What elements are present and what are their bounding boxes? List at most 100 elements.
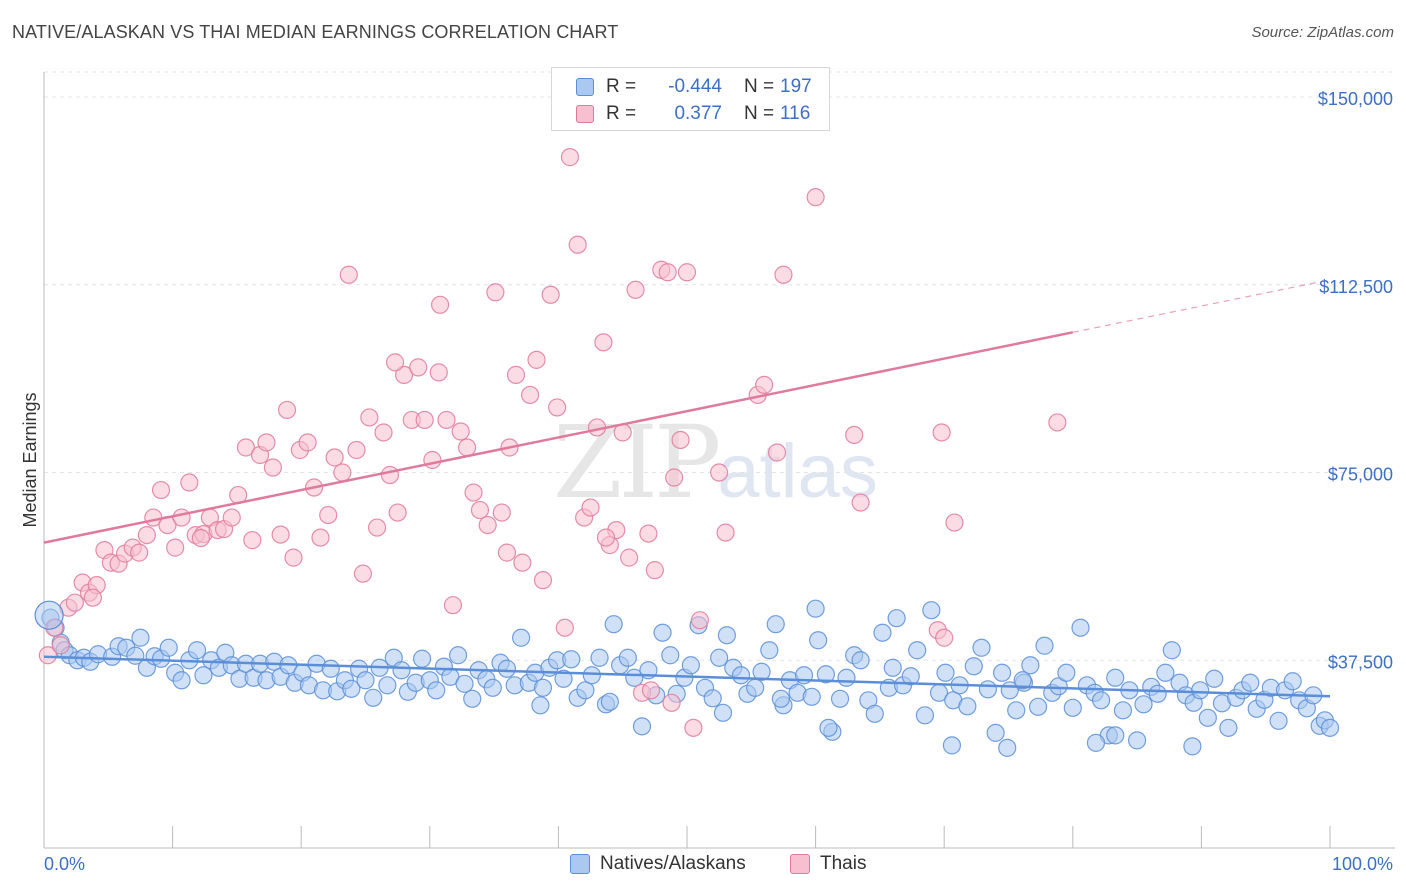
point-natives (1320, 718, 1340, 737)
point-thais (243, 531, 262, 550)
legend-swatch-natives (576, 78, 594, 96)
point-natives (713, 703, 733, 722)
point-natives (809, 631, 828, 650)
trend-thais-extrapolated (1072, 279, 1331, 333)
point-natives (378, 676, 397, 695)
point-natives (131, 628, 150, 647)
point-thais (671, 430, 690, 450)
point-thais (935, 628, 954, 647)
r-label: R = (606, 103, 637, 124)
legend-row-natives: R = -0.444 N = 197 (576, 74, 812, 100)
point-thais (457, 438, 477, 457)
point-thais (367, 518, 387, 537)
point-natives (752, 662, 771, 681)
point-natives (998, 738, 1017, 757)
point-natives (463, 689, 482, 708)
point-natives (865, 704, 884, 723)
point-thais (83, 588, 102, 607)
point-thais (191, 529, 210, 548)
y-tick-label: $37,500 (1328, 652, 1393, 672)
point-natives (1106, 726, 1125, 745)
point-natives (1269, 711, 1288, 730)
gridlines (44, 71, 1395, 661)
point-thais (1048, 413, 1067, 432)
point-thais (464, 483, 483, 502)
n-label: N = (744, 103, 775, 124)
point-thais (533, 571, 553, 590)
point-thais (594, 333, 613, 352)
point-thais (437, 410, 456, 430)
point-thais (806, 188, 825, 207)
point-natives (806, 599, 825, 618)
point-natives (1035, 636, 1054, 655)
point-thais (277, 400, 297, 420)
point-thais (767, 443, 787, 462)
point-thais (222, 508, 241, 527)
series-legend-thais[interactable]: Thais (790, 852, 866, 876)
trend-natives (43, 655, 1331, 698)
point-natives (172, 671, 191, 690)
point-thais (851, 493, 870, 512)
point-natives (1198, 708, 1217, 727)
point-thais (385, 353, 405, 372)
legend-swatch-natives (570, 854, 590, 874)
point-natives (942, 736, 962, 755)
point-natives (1091, 691, 1111, 710)
point-thais (581, 498, 600, 517)
point-natives (1028, 697, 1048, 716)
point-thais (451, 422, 470, 441)
point-thais (486, 283, 505, 302)
legend-label-natives: Natives/Alaskans (600, 853, 746, 874)
point-thais (429, 363, 448, 382)
point-natives (819, 718, 838, 737)
point-natives (512, 628, 531, 647)
point-natives (1205, 669, 1224, 688)
point-natives (958, 697, 977, 716)
point-thais (394, 365, 414, 384)
point-thais (662, 693, 681, 712)
point-thais (423, 450, 442, 470)
point-natives (766, 615, 785, 634)
point-thais (527, 350, 546, 369)
point-natives (187, 641, 207, 660)
point-thais (620, 548, 639, 567)
point-thais (541, 285, 560, 304)
point-thais (755, 375, 774, 395)
point-thais (645, 561, 664, 580)
series-legend-natives[interactable]: Natives/Alaskans (570, 852, 746, 876)
point-natives (497, 659, 517, 678)
point-thais (596, 528, 616, 547)
legend-label-thais: Thais (820, 853, 867, 874)
point-thais (513, 553, 532, 572)
point-thais (151, 480, 171, 500)
point-natives (717, 626, 736, 645)
point-natives (837, 668, 856, 687)
point-natives (771, 689, 790, 708)
n-value: 197 (780, 76, 812, 97)
point-thais (658, 263, 677, 282)
point-thais (339, 265, 358, 284)
point-natives (760, 641, 779, 660)
point-thais (374, 423, 393, 442)
point-natives (986, 723, 1005, 742)
point-natives (915, 706, 935, 725)
point-thais (845, 425, 864, 445)
point-natives (1063, 698, 1082, 717)
point-natives (1219, 718, 1238, 737)
point-thais (257, 433, 276, 452)
watermark-zip: ZIP (553, 404, 721, 521)
point-thais (333, 463, 352, 482)
point-natives (604, 615, 623, 634)
point-natives (830, 689, 850, 708)
point-thais (521, 385, 540, 405)
point-thais (298, 433, 317, 452)
point-thais (236, 438, 256, 457)
y-axis-label: Median Earnings (20, 392, 40, 527)
point-natives (1021, 656, 1040, 675)
point-natives (1134, 695, 1153, 714)
point-natives (1191, 681, 1210, 700)
point-natives (972, 638, 991, 657)
point-thais (478, 515, 497, 535)
point-thais (716, 523, 735, 542)
point-thais (560, 148, 580, 167)
